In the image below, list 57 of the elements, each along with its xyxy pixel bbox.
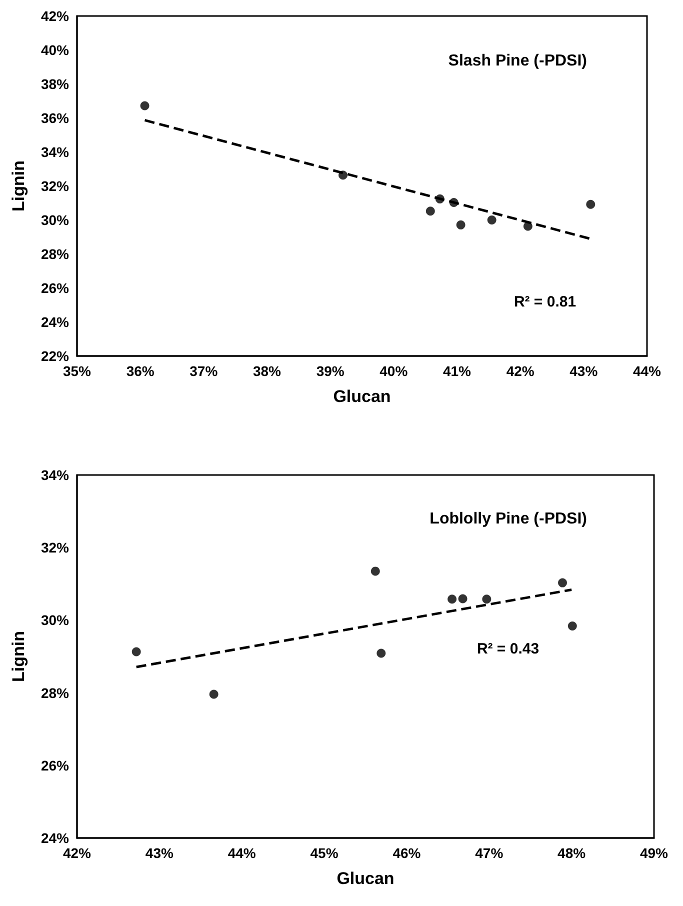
x-tick-label: 48% (558, 845, 586, 861)
x-tick-label: 40% (380, 363, 408, 379)
x-tick-label: 39% (316, 363, 345, 379)
x-tick-label: 47% (475, 845, 504, 861)
x-axis-title: Glucan (336, 869, 394, 888)
point (487, 216, 496, 224)
y-tick-label: 30% (40, 212, 70, 228)
point (448, 594, 457, 604)
point (140, 101, 150, 110)
y-axis-title: Lignin (9, 631, 28, 682)
y-tick-label: 32% (40, 540, 70, 556)
point (376, 648, 386, 658)
y-tick-label: 36% (40, 110, 70, 126)
point (456, 220, 466, 230)
x-tick-label: 35% (62, 363, 92, 379)
y-tick-label: 42% (40, 8, 70, 24)
y-tick-label: 28% (40, 684, 70, 701)
x-tick-label: 41% (442, 363, 472, 379)
y-tick-label: 24% (40, 830, 70, 846)
point (586, 200, 596, 209)
x-axis-title: Glucan (333, 387, 391, 406)
x-tick-label: 37% (190, 363, 218, 379)
annotation: R² = 0.43 (476, 640, 540, 658)
x-tick-label: 45% (310, 845, 339, 861)
point (132, 647, 141, 656)
annotation: R² = 0.81 (514, 294, 576, 310)
y-axis-title: Lignin (9, 160, 28, 212)
x-tick-label: 44% (632, 363, 662, 379)
y-tick-label: 38% (40, 76, 70, 92)
y-tick-label: 22% (40, 348, 70, 364)
x-tick-label: 38% (252, 363, 282, 379)
text: Loblolly Pine (-PDSI) (430, 510, 588, 528)
point (458, 594, 468, 604)
y-tick-label: 24% (40, 314, 70, 330)
y-tick-label: 40% (40, 42, 70, 58)
point (558, 578, 568, 588)
point (209, 690, 218, 699)
y-tick-label: 26% (40, 280, 70, 296)
point (568, 622, 577, 631)
point (482, 594, 492, 604)
y-tick-label: 32% (40, 178, 70, 194)
y-tick-label: 34% (40, 144, 70, 160)
y-tick-label: 30% (40, 612, 70, 628)
y-tick-label: 28% (40, 246, 70, 262)
point (370, 566, 380, 576)
x-tick-label: 46% (392, 845, 422, 861)
x-tick-label: 43% (145, 845, 174, 861)
y-tick-label: 26% (40, 757, 70, 774)
text: Slash Pine (-PDSI) (448, 52, 588, 70)
x-tick-label: 36% (126, 363, 155, 379)
x-tick-label: 49% (640, 845, 669, 861)
x-tick-label: 44% (228, 845, 256, 861)
point (426, 206, 435, 216)
y-tick-label: 34% (40, 467, 70, 483)
x-tick-label: 42% (62, 845, 92, 861)
x-tick-label: 43% (570, 363, 598, 379)
x-tick-label: 42% (506, 363, 535, 379)
